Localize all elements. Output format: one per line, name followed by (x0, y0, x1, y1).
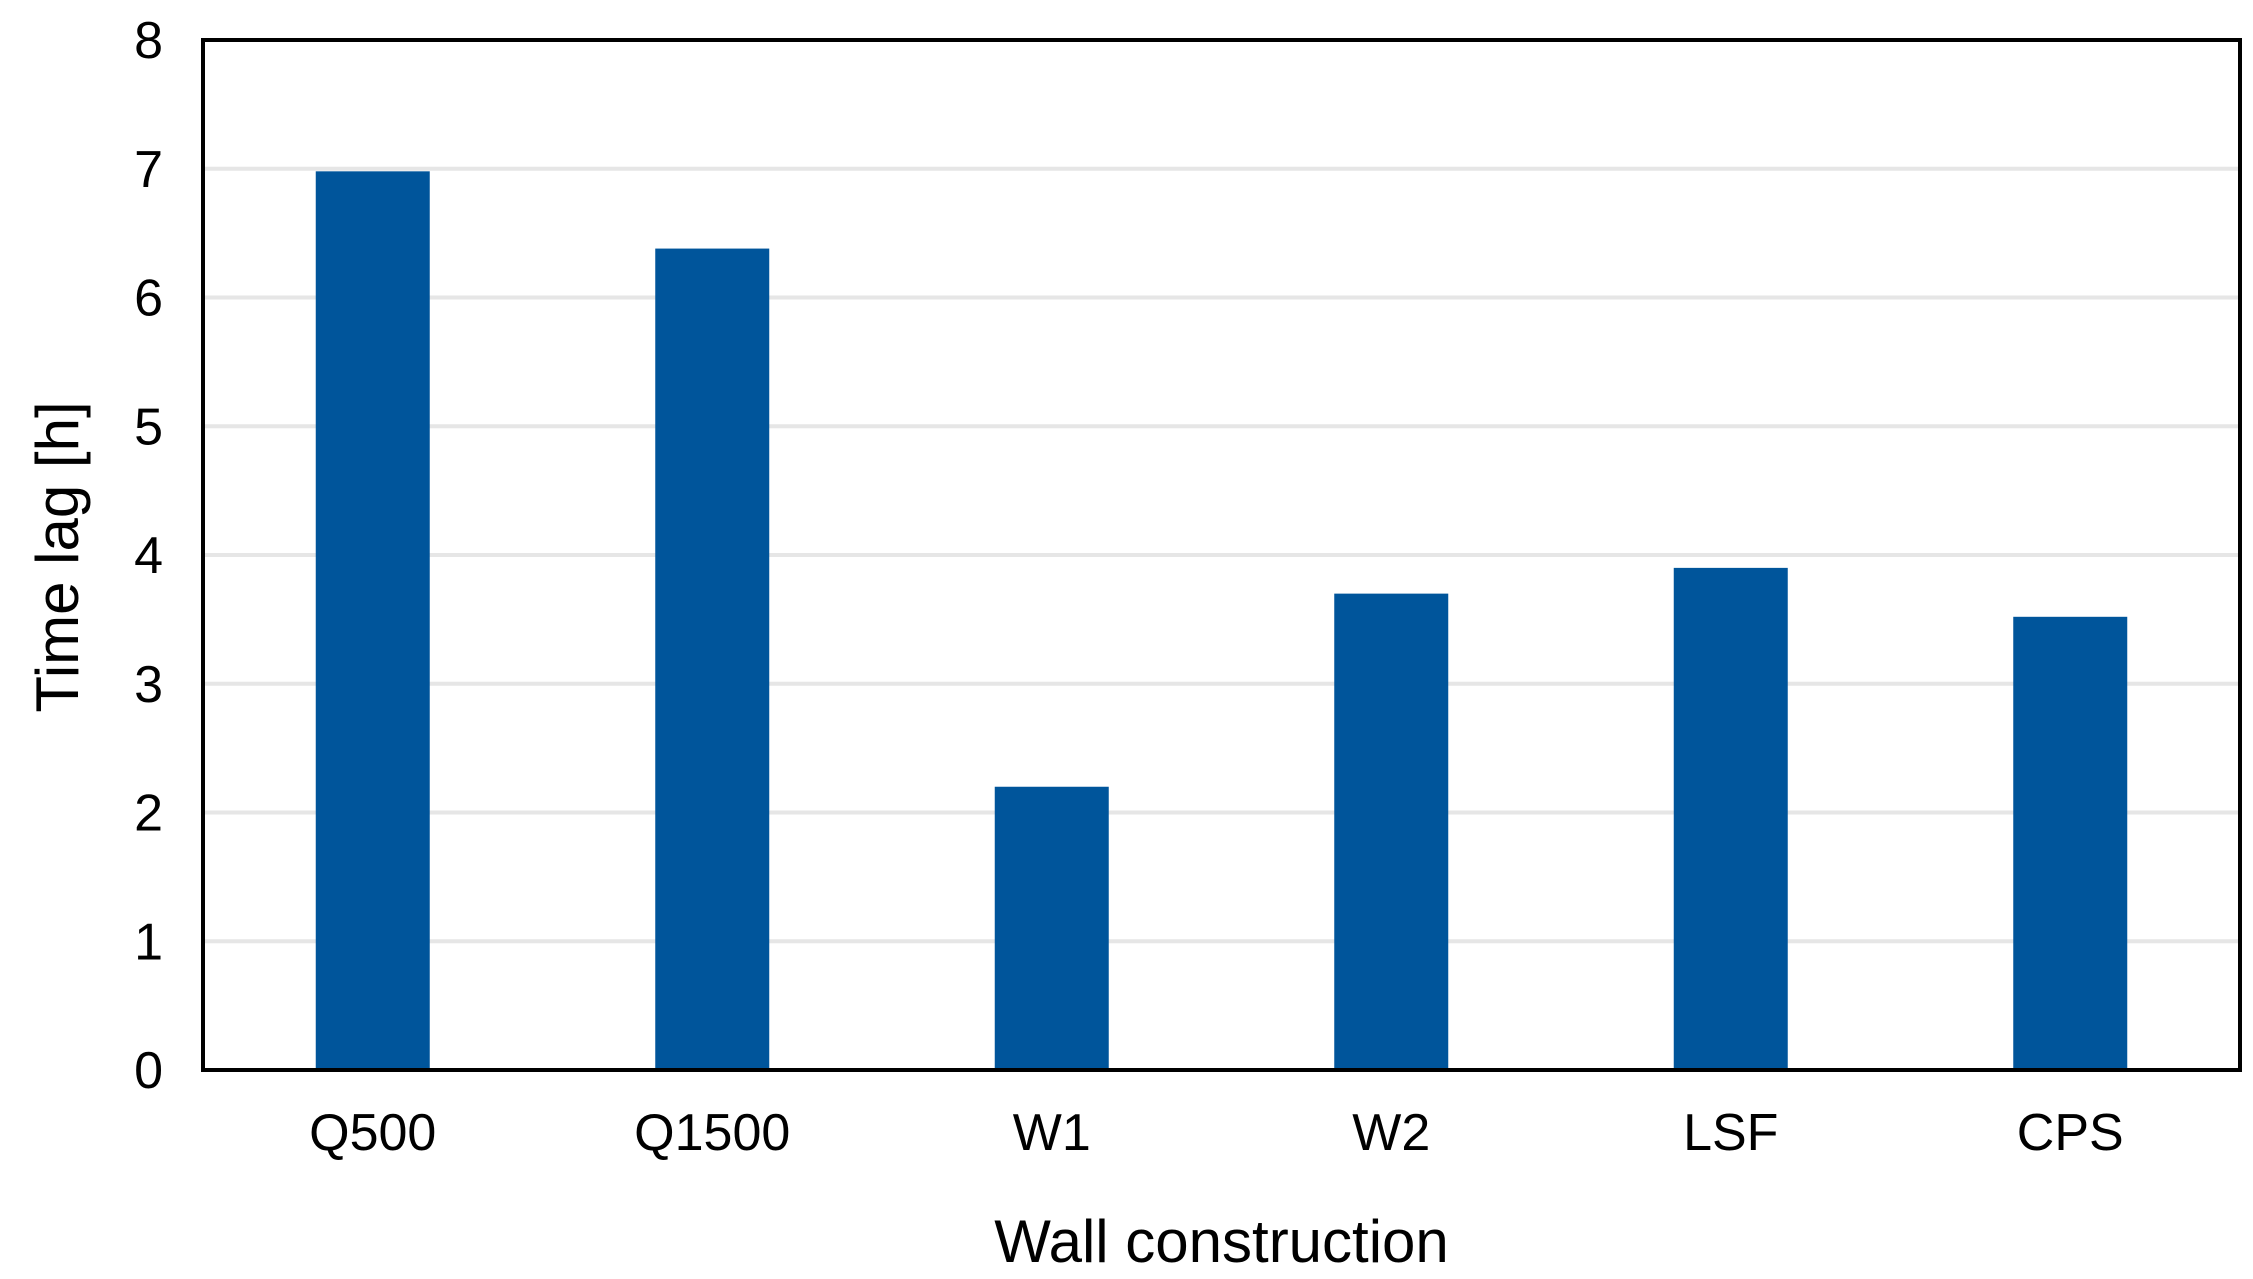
y-axis-ticks: 0 1 2 3 4 5 6 7 8 (134, 12, 163, 1100)
bar-q1500 (655, 248, 770, 1070)
y-tick-label: 5 (134, 398, 163, 456)
y-tick-label: 2 (134, 785, 163, 843)
y-tick-label: 4 (134, 527, 163, 585)
gridlines (203, 166, 2240, 944)
x-tick-label: CPS (2017, 1104, 2124, 1162)
y-tick-label: 1 (134, 913, 163, 971)
x-tick-label: Q500 (309, 1104, 436, 1162)
y-tick-label: 3 (134, 656, 163, 714)
x-tick-label: W2 (1352, 1104, 1430, 1162)
y-tick-label: 0 (134, 1042, 163, 1100)
y-tick-label: 8 (134, 12, 163, 70)
y-axis-title: Time lag [h] (24, 401, 91, 712)
x-axis-ticks: Q500 Q1500 W1 W2 LSF CPS (309, 1104, 2124, 1162)
bar-w2 (1334, 593, 1449, 1070)
y-tick-label: 7 (134, 141, 163, 199)
y-tick-label: 6 (134, 270, 163, 328)
bar-w1 (994, 786, 1109, 1070)
x-tick-label: W1 (1013, 1104, 1091, 1162)
plot-area-frame (201, 38, 2242, 1072)
bar-lsf (1673, 567, 1788, 1070)
x-tick-label: LSF (1683, 1104, 1778, 1162)
bar-cps (2013, 616, 2128, 1070)
x-tick-label: Q1500 (634, 1104, 790, 1162)
x-axis-title: Wall construction (994, 1208, 1449, 1275)
bar-q500 (315, 171, 430, 1070)
bars (315, 171, 2128, 1070)
